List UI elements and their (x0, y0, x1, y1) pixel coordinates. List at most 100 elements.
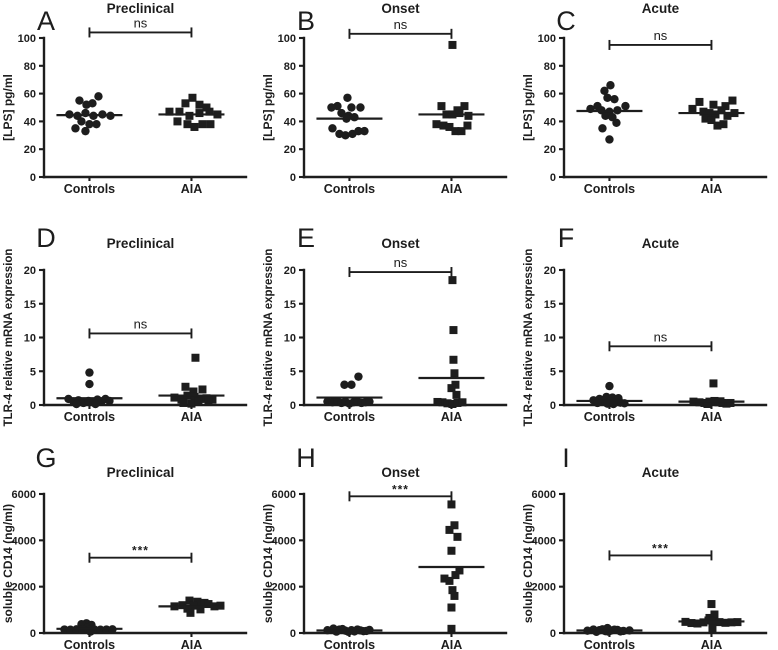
category-label-controls: Controls (324, 182, 375, 196)
data-point (337, 108, 346, 118)
y-axis-label: TLR-4 relative mRNA expression (523, 249, 535, 427)
panel-letter: C (556, 6, 576, 36)
y-tick-label: 100 (538, 33, 556, 45)
data-point (463, 121, 472, 130)
panel-letter: G (35, 443, 56, 473)
data-point (190, 122, 199, 131)
category-label-controls: Controls (64, 182, 115, 196)
category-label-controls: Controls (64, 638, 115, 650)
panel-I: I Acute soluble CD14 (ng/ml) 0 2000 4000 6000 C… (521, 443, 768, 650)
y-tick-label: 20 (284, 265, 296, 277)
y-tick-label: 4000 (532, 535, 556, 547)
data-point (185, 111, 194, 120)
data-point (433, 397, 442, 406)
data-point (194, 397, 203, 406)
significance-label: *** (132, 544, 149, 558)
panel-letter: B (297, 6, 315, 36)
data-point (343, 93, 352, 102)
series-controls (323, 372, 374, 408)
data-point (445, 525, 454, 534)
panel-A: A Preclinical [LPS] pg/ml 0 20 40 60 80 100 Contr… (1, 1, 248, 196)
panel-G: G Preclinical soluble CD14 (ng/ml) 0 2000 400… (1, 443, 248, 650)
y-tick-label: 60 (544, 89, 556, 101)
category-label-controls: Controls (64, 410, 115, 424)
data-point (447, 500, 456, 509)
series-aia (165, 93, 222, 131)
data-point (189, 387, 198, 396)
data-point (449, 326, 458, 335)
y-tick-label: 15 (284, 299, 296, 311)
data-point (728, 96, 737, 105)
data-point (72, 399, 81, 409)
data-point (605, 381, 614, 391)
data-point (447, 384, 456, 393)
series-aia (432, 40, 473, 136)
data-point (447, 603, 456, 612)
panel-E: E Onset TLR-4 relative mRNA expression 0 5 10… (263, 223, 508, 427)
significance-label: ns (654, 329, 668, 344)
data-point (453, 532, 462, 541)
data-point (179, 398, 188, 407)
data-point (721, 102, 730, 111)
data-point (451, 127, 460, 136)
data-point (721, 618, 730, 627)
y-tick-label: 2000 (12, 582, 36, 594)
data-point (438, 398, 447, 407)
data-point (204, 396, 213, 405)
category-label-aia: AIA (181, 182, 203, 196)
data-point (354, 126, 363, 136)
data-point (328, 124, 337, 133)
y-axis-label: TLR-4 relative mRNA expression (263, 249, 275, 427)
y-tick-label: 6000 (12, 489, 36, 501)
significance-label: ns (134, 15, 148, 30)
category-label-aia: AIA (701, 410, 723, 424)
y-tick-label: 80 (24, 61, 36, 73)
data-point (347, 103, 356, 112)
y-tick-label: 40 (24, 116, 36, 128)
data-point (165, 107, 174, 116)
category-label-controls: Controls (584, 410, 635, 424)
data-point (606, 81, 615, 90)
data-point (693, 619, 702, 628)
panel-letter: I (562, 443, 570, 473)
data-point (455, 109, 464, 118)
y-tick-label: 80 (284, 61, 296, 73)
y-tick-label: 4000 (12, 535, 36, 547)
data-point (447, 624, 456, 633)
y-tick-label: 20 (24, 144, 36, 156)
data-point (601, 111, 610, 121)
data-point (708, 624, 717, 633)
panel-title: Acute (642, 1, 680, 16)
panel-letter: H (296, 443, 316, 473)
data-point (464, 111, 473, 120)
series-controls (65, 92, 115, 136)
y-axis-label: [LPS] pg/ml (521, 74, 535, 141)
y-axis-label: [LPS] pg/ml (261, 74, 275, 141)
y-tick-label: 5 (550, 366, 556, 378)
panel-C: C Acute [LPS] pg/ml 0 20 40 60 80 100 Controls AIA… (521, 1, 768, 196)
data-point (85, 368, 94, 377)
data-point (327, 103, 336, 112)
panel-title: Preclinical (107, 465, 175, 480)
data-point (191, 353, 200, 362)
y-tick-label: 0 (550, 172, 556, 184)
y-tick-label: 15 (24, 299, 36, 311)
data-point (198, 120, 207, 129)
data-point (91, 399, 100, 409)
series-aia (170, 353, 217, 408)
data-point (707, 600, 716, 609)
data-point (183, 604, 192, 613)
y-tick-label: 5 (290, 366, 296, 378)
panel-letter: A (37, 6, 55, 36)
y-tick-label: 0 (550, 628, 556, 640)
panel-title: Acute (642, 236, 680, 251)
category-label-controls: Controls (584, 182, 635, 196)
panel-H: H Onset soluble CD14 (ng/ml) 0 2000 4000 6000 C… (261, 443, 508, 650)
data-point (181, 382, 190, 391)
data-point (448, 276, 457, 285)
data-point (185, 596, 194, 605)
panel-title: Preclinical (107, 1, 175, 16)
data-point (204, 600, 213, 609)
